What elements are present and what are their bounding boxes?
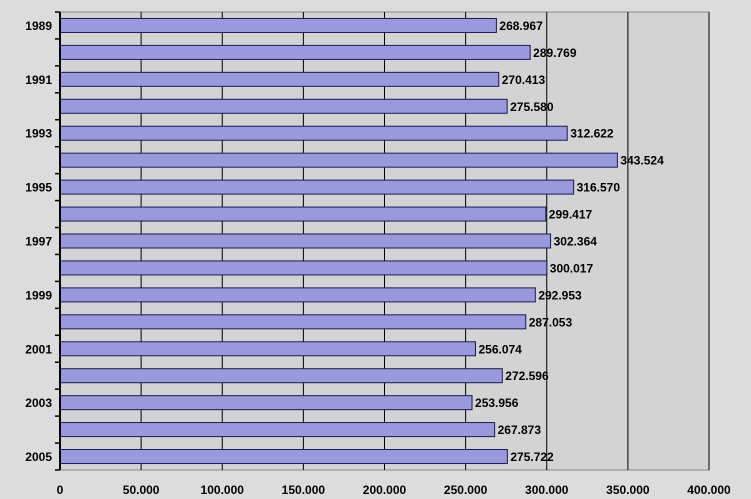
bar-1999	[59, 287, 536, 303]
bar-2001	[59, 341, 476, 357]
y-tick-label: 1997	[25, 235, 52, 249]
y-tick-label: 1989	[25, 19, 52, 33]
data-label-1996: 299.417	[549, 208, 593, 222]
data-label-2000: 287.053	[529, 315, 573, 329]
x-tick-label: 250.000	[444, 483, 488, 497]
data-label-1995: 316.570	[577, 181, 621, 195]
data-label-2004: 267.873	[498, 423, 542, 437]
data-label-2005: 275.722	[510, 450, 554, 464]
x-tick-label: 200.000	[363, 483, 407, 497]
data-label-1994: 343.524	[620, 154, 664, 168]
bar-2000	[59, 314, 527, 330]
x-tick-label: 50.000	[123, 483, 160, 497]
bar-1997	[59, 233, 552, 249]
data-label-1997: 302.364	[554, 235, 598, 249]
y-axis-ticks: 1989 1991 1993 1995 1997 1999 2001 2003 2005	[25, 11, 61, 471]
bar-1998	[59, 260, 548, 276]
y-tick-label: 1995	[25, 181, 52, 195]
bar-series	[59, 17, 618, 465]
bar-2005	[59, 449, 508, 465]
y-tick-label: 1991	[25, 73, 52, 87]
data-label-1999: 292.953	[538, 288, 582, 302]
x-tick-label: 350.000	[606, 483, 650, 497]
data-label-2002: 272.596	[505, 369, 549, 383]
data-labels: 268.967 289.769 270.413 275.580 312.622 343.5…	[475, 19, 664, 464]
data-label-2001: 256.074	[478, 342, 522, 356]
bar-2004	[59, 422, 496, 438]
bar-1989	[59, 17, 497, 33]
x-tick-label: 300.000	[525, 483, 569, 497]
bar-1996	[59, 206, 547, 222]
y-tick-label: 1993	[25, 127, 52, 141]
data-label-1990: 289.769	[533, 46, 577, 60]
bar-1995	[59, 179, 575, 195]
x-tick-label: 0	[57, 483, 64, 497]
x-tick-label: 150.000	[282, 483, 326, 497]
bar-1990	[59, 44, 531, 60]
bar-1991	[59, 71, 500, 87]
x-tick-label: 100.000	[201, 483, 245, 497]
y-tick-label: 2003	[25, 396, 52, 410]
x-axis-ticks: 0 50.000 100.000 150.000 200.000 250.000 300.0…	[57, 483, 731, 497]
y-tick-label: 1999	[25, 288, 52, 302]
data-label-1998: 300.017	[550, 261, 594, 275]
bar-2002	[59, 368, 503, 384]
bar-1994	[59, 152, 618, 168]
data-label-1992: 275.580	[510, 100, 554, 114]
y-tick-label: 2005	[25, 450, 52, 464]
data-label-2003: 253.956	[475, 396, 519, 410]
data-label-1993: 312.622	[570, 127, 614, 141]
data-label-1989: 268.967	[499, 19, 543, 33]
bar-1993	[59, 125, 568, 141]
bar-2003	[59, 395, 473, 411]
data-label-1991: 270.413	[502, 73, 546, 87]
bar-1992	[59, 98, 508, 114]
x-tick-label: 400.000	[687, 483, 731, 497]
y-tick-label: 2001	[25, 342, 52, 356]
